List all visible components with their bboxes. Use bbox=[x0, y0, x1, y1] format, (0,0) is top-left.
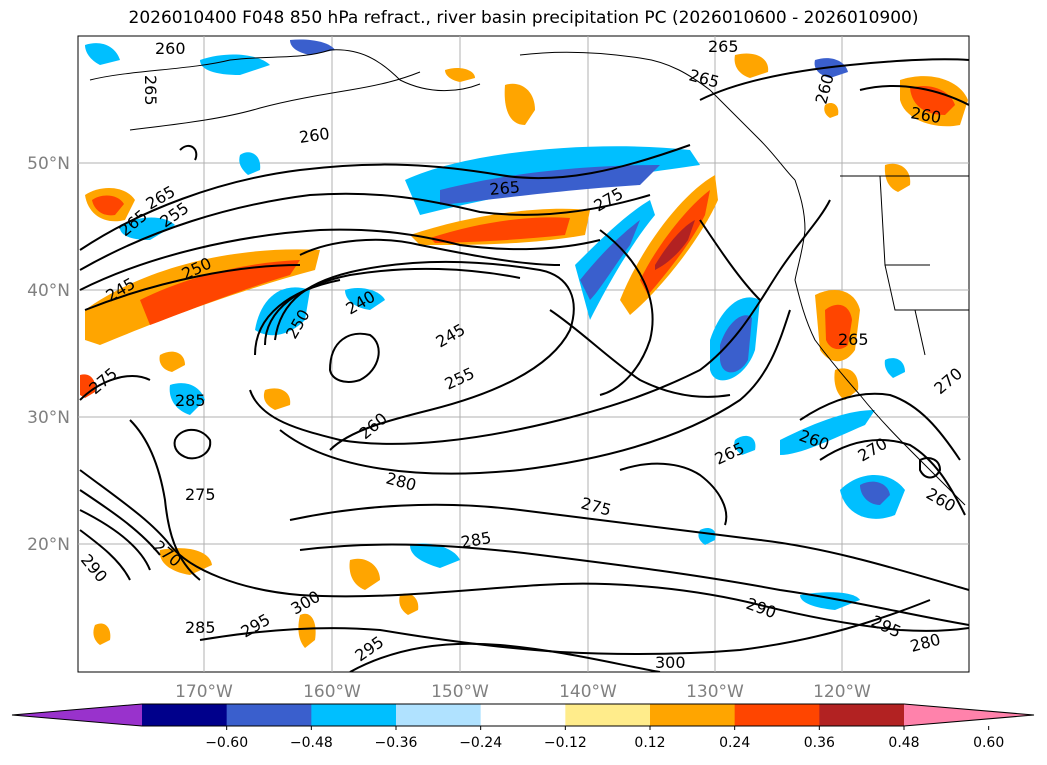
graticule bbox=[78, 36, 969, 672]
colorbar-segment bbox=[311, 704, 397, 726]
contour-label: 285 bbox=[175, 391, 206, 410]
contour-label: 260 bbox=[155, 39, 186, 58]
lat-label: 30°N bbox=[27, 408, 70, 428]
colorbar-outline bbox=[11, 703, 1035, 727]
contour-label: 265 bbox=[708, 37, 739, 56]
colorbar-extend-low bbox=[12, 704, 142, 726]
colorbar-segment bbox=[396, 704, 482, 726]
colorbar-segment bbox=[226, 704, 312, 726]
map-title: 2026010400 F048 850 hPa refract., river … bbox=[128, 8, 919, 28]
colorbar-segment bbox=[650, 704, 736, 726]
lon-label: 170°W bbox=[175, 682, 233, 702]
lon-label: 150°W bbox=[431, 682, 489, 702]
contour-label: 275 bbox=[185, 485, 216, 504]
colorbar-tick-label: −0.24 bbox=[459, 735, 502, 751]
colorbar-tick-label: 0.24 bbox=[719, 735, 750, 751]
colorbar-tick-label: 0.60 bbox=[973, 735, 1004, 751]
lat-label: 40°N bbox=[27, 281, 70, 301]
lon-label: 120°W bbox=[813, 682, 871, 702]
colorbar-segment bbox=[819, 704, 905, 726]
contour-label: 265 bbox=[838, 330, 869, 349]
colorbar-tick-label: −0.12 bbox=[544, 735, 587, 751]
colorbar-segment bbox=[480, 704, 566, 726]
colorbar-segment bbox=[734, 704, 820, 726]
colorbar-tick-label: 0.48 bbox=[888, 735, 919, 751]
lon-label: 140°W bbox=[559, 682, 617, 702]
contour-labels: 260 265 265 265 260 260 260 265 265 255 … bbox=[78, 37, 966, 672]
positive-shading bbox=[80, 53, 968, 648]
contour-label: 265 bbox=[489, 177, 521, 199]
colorbar-tick-label: −0.60 bbox=[205, 735, 248, 751]
colorbar-tick-label: −0.48 bbox=[290, 735, 333, 751]
contour-label: 260 bbox=[298, 124, 331, 147]
negative-shading bbox=[85, 39, 905, 610]
colorbar: −0.60 −0.48 −0.36 −0.24 −0.12 0.12 0.24 0.36 0.4… bbox=[11, 703, 1035, 751]
contour-label: 265 bbox=[141, 75, 160, 106]
contour-label: 285 bbox=[185, 618, 216, 637]
colorbar-tick-label: 0.12 bbox=[634, 735, 665, 751]
longitude-labels: 170°W 160°W 150°W 140°W 130°W 120°W bbox=[175, 682, 871, 702]
contour-label: 300 bbox=[655, 653, 686, 672]
lon-label: 130°W bbox=[686, 682, 744, 702]
colorbar-segment bbox=[142, 704, 228, 726]
colorbar-tick-label: −0.36 bbox=[375, 735, 418, 751]
latitude-labels: 50°N 40°N 30°N 20°N bbox=[27, 154, 70, 555]
colorbar-extend-high bbox=[904, 704, 1034, 726]
colorbar-tick-label: 0.36 bbox=[804, 735, 835, 751]
lat-label: 20°N bbox=[27, 535, 70, 555]
lat-label: 50°N bbox=[27, 154, 70, 174]
refractivity-contours bbox=[79, 58, 969, 672]
map-frame bbox=[77, 35, 970, 673]
lon-label: 160°W bbox=[303, 682, 361, 702]
colorbar-segment bbox=[565, 704, 651, 726]
